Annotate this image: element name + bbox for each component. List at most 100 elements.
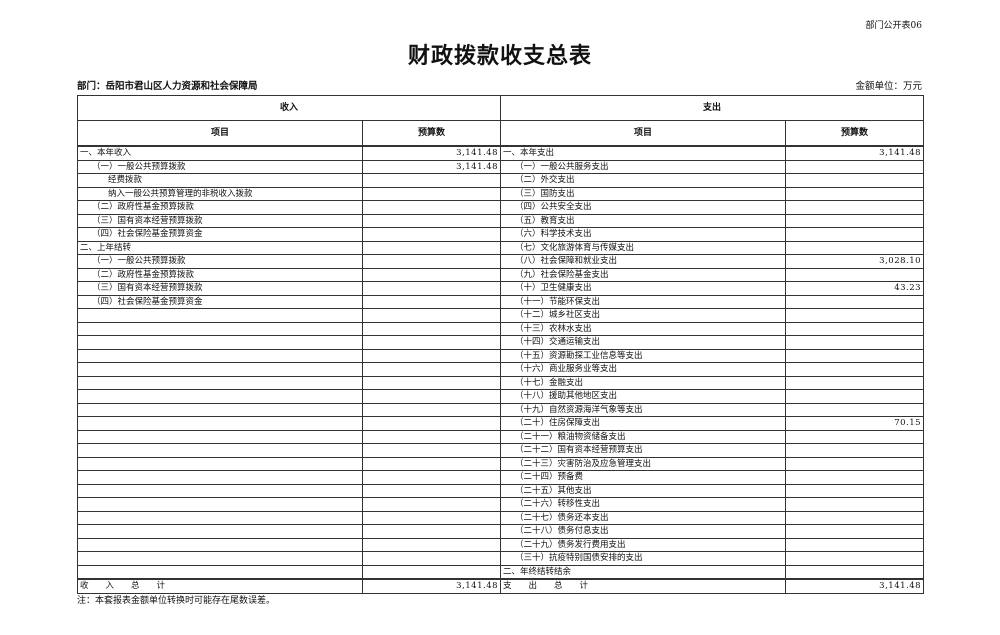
expense-item: （七）文化旅游体育与传媒支出 xyxy=(500,240,787,255)
table-row: （十三）农林水支出 xyxy=(77,321,925,336)
income-amount xyxy=(361,254,502,269)
income-item xyxy=(77,564,363,580)
expense-item: （三十）抗疫特别国债安排的支出 xyxy=(500,551,787,566)
expense-amount xyxy=(785,294,925,309)
income-amount xyxy=(361,470,502,485)
income-item: 一、本年收入 xyxy=(77,145,363,161)
income-item xyxy=(77,348,363,363)
income-amount xyxy=(361,429,502,444)
table-row: （十九）自然资源海洋气象等支出 xyxy=(77,402,925,417)
table-row: （二十一）粮油物资储备支出 xyxy=(77,429,925,444)
income-item xyxy=(77,483,363,498)
expense-item: （二十七）债务还本支出 xyxy=(500,510,787,525)
income-amount xyxy=(361,267,502,282)
income-item xyxy=(77,375,363,390)
income-amount xyxy=(361,416,502,431)
income-amount xyxy=(361,173,502,188)
income-item xyxy=(77,456,363,471)
expense-item: （十六）商业服务业等支出 xyxy=(500,362,787,377)
income-item xyxy=(77,497,363,512)
table-row: （二十三）灾害防治及应急管理支出 xyxy=(77,456,925,471)
income-item xyxy=(77,524,363,539)
expense-amount xyxy=(785,159,925,174)
expense-header: 支出 xyxy=(500,95,925,121)
expense-amount xyxy=(785,510,925,525)
table-row: （一）一般公共预算拨款 （八）社会保障和就业支出 3,028.10 xyxy=(77,254,925,269)
income-amount xyxy=(361,564,502,580)
income-item xyxy=(77,321,363,336)
footnote: 注：本套报表金额单位转换时可能存在尾数误差。 xyxy=(77,596,276,606)
table-row: 二、年终结转结余 xyxy=(77,564,925,580)
expense-amount xyxy=(785,227,925,242)
table-row: （四）社会保险基金预算资金 （十一）节能环保支出 xyxy=(77,294,925,309)
expense-amount xyxy=(785,483,925,498)
expense-item: （八）社会保障和就业支出 xyxy=(500,254,787,269)
expense-amount xyxy=(785,375,925,390)
expense-item: （六）科学技术支出 xyxy=(500,227,787,242)
income-amount xyxy=(361,551,502,566)
expense-total-label: 支 出 总 计 xyxy=(500,578,787,594)
income-item: （一）一般公共预算拨款 xyxy=(77,254,363,269)
income-amount xyxy=(361,213,502,228)
expense-amount: 3,141.48 xyxy=(785,145,925,161)
income-amount xyxy=(361,335,502,350)
expense-amount xyxy=(785,308,925,323)
expense-item: （十二）城乡社区支出 xyxy=(500,308,787,323)
expense-item: （二十三）灾害防治及应急管理支出 xyxy=(500,456,787,471)
income-item: （三）国有资本经营预算拨款 xyxy=(77,281,363,296)
income-amount: 3,141.48 xyxy=(361,159,502,174)
income-amount xyxy=(361,389,502,404)
page-title: 财政拨款收支总表 xyxy=(407,44,592,69)
table-row: （二十四）预备费 xyxy=(77,470,925,485)
income-total-amount: 3,141.48 xyxy=(361,578,502,594)
table-row: （四）社会保险基金预算资金 （六）科学技术支出 xyxy=(77,227,925,242)
table-row: （十六）商业服务业等支出 xyxy=(77,362,925,377)
table-row: （三）国有资本经营预算拨款 （十）卫生健康支出 43.23 xyxy=(77,281,925,296)
expense-item: （十五）资源勘探工业信息等支出 xyxy=(500,348,787,363)
expense-amount xyxy=(785,186,925,201)
expense-amount xyxy=(785,551,925,566)
income-item xyxy=(77,389,363,404)
income-amount xyxy=(361,443,502,458)
table-row: （二）政府性基金预算拨款 （四）公共安全支出 xyxy=(77,200,925,215)
unit-label: 金额单位：万元 xyxy=(855,81,922,92)
table-row: 经费拨款 （二）外交支出 xyxy=(77,173,925,188)
expense-total-amount: 3,141.48 xyxy=(785,578,925,594)
income-amount xyxy=(361,321,502,336)
income-amount xyxy=(361,402,502,417)
income-item: （一）一般公共预算拨款 xyxy=(77,159,363,174)
expense-amount xyxy=(785,321,925,336)
expense-item: （十四）交通运输支出 xyxy=(500,335,787,350)
income-item: （二）政府性基金预算拨款 xyxy=(77,267,363,282)
expense-amount xyxy=(785,348,925,363)
income-item-header: 项目 xyxy=(77,120,363,147)
income-amount xyxy=(361,240,502,255)
income-amount xyxy=(361,524,502,539)
expense-item: （二十二）国有资本经营预算支出 xyxy=(500,443,787,458)
expense-item: （四）公共安全支出 xyxy=(500,200,787,215)
income-amount: 3,141.48 xyxy=(361,145,502,161)
expense-item: （十八）援助其他地区支出 xyxy=(500,389,787,404)
expense-amount xyxy=(785,470,925,485)
income-item xyxy=(77,443,363,458)
table-row: （十四）交通运输支出 xyxy=(77,335,925,350)
income-amount xyxy=(361,308,502,323)
expense-item: （一）一般公共服务支出 xyxy=(500,159,787,174)
expense-item: （二十六）转移性支出 xyxy=(500,497,787,512)
budget-table: 收入 支出 项目 预算数 项目 预算数 一、本年收入 3,141.48 一、本年支出… xyxy=(76,95,925,594)
income-amount xyxy=(361,186,502,201)
expense-item: （十九）自然资源海洋气象等支出 xyxy=(500,402,787,417)
expense-item: （二十四）预备费 xyxy=(500,470,787,485)
table-row: （十八）援助其他地区支出 xyxy=(77,389,925,404)
expense-amount xyxy=(785,524,925,539)
income-amount xyxy=(361,200,502,215)
income-item xyxy=(77,537,363,552)
expense-item-header: 项目 xyxy=(500,120,787,147)
expense-amount xyxy=(785,402,925,417)
income-amount xyxy=(361,294,502,309)
expense-amount: 70.15 xyxy=(785,416,925,431)
expense-amount xyxy=(785,213,925,228)
table-row: （十七）金融支出 xyxy=(77,375,925,390)
income-item xyxy=(77,402,363,417)
income-amount xyxy=(361,362,502,377)
